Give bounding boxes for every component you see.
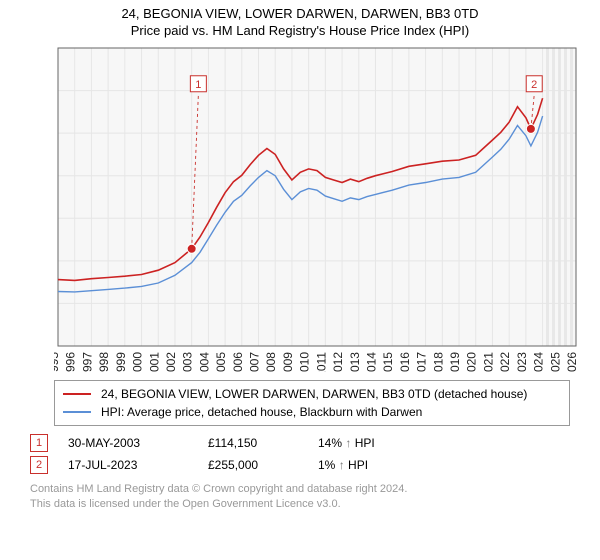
annotation-pct: 14% ↑ HPI — [318, 436, 375, 450]
x-tick-label: 2012 — [331, 352, 345, 372]
x-tick-label: 2013 — [348, 352, 362, 372]
x-tick-label: 2021 — [481, 352, 495, 372]
annotation-row: 1 30-MAY-2003£114,15014% ↑ HPI — [30, 432, 600, 454]
line-chart: 1995199619971998199920002001200220032004… — [54, 42, 580, 372]
legend-row: HPI: Average price, detached house, Blac… — [63, 403, 561, 421]
x-tick-label: 2014 — [364, 352, 378, 372]
x-tick-label: 1999 — [114, 352, 128, 372]
x-tick-label: 2006 — [231, 352, 245, 372]
page-subtitle: Price paid vs. HM Land Registry's House … — [0, 23, 600, 38]
x-tick-label: 1998 — [97, 352, 111, 372]
annotation-id-box: 1 — [30, 434, 48, 452]
chart-container: £0£50K£100K£150K£200K£250K£300K£350K 199… — [0, 42, 600, 372]
annotation-id-box: 2 — [30, 456, 48, 474]
footer-line-1: Contains HM Land Registry data © Crown c… — [30, 482, 600, 497]
annotation-date: 30-MAY-2003 — [68, 436, 208, 450]
arrow-up-icon: ↑ — [345, 436, 351, 450]
x-tick-label: 2010 — [298, 352, 312, 372]
x-tick-label: 2019 — [448, 352, 462, 372]
x-tick-label: 2002 — [164, 352, 178, 372]
annotation-row: 2 17-JUL-2023£255,0001% ↑ HPI — [30, 454, 600, 476]
x-tick-label: 2004 — [197, 352, 211, 372]
page-title: 24, BEGONIA VIEW, LOWER DARWEN, DARWEN, … — [0, 6, 600, 21]
x-tick-label: 2025 — [548, 352, 562, 372]
svg-text:2: 2 — [531, 79, 537, 91]
x-tick-label: 2022 — [498, 352, 512, 372]
x-tick-label: 1995 — [54, 352, 61, 372]
x-tick-label: 1997 — [80, 352, 94, 372]
legend-label: HPI: Average price, detached house, Blac… — [101, 405, 422, 419]
svg-text:1: 1 — [195, 79, 201, 91]
annotation-table: 1 30-MAY-2003£114,15014% ↑ HPI 2 17-JUL-202… — [0, 432, 600, 476]
marker-dot — [526, 124, 535, 133]
x-tick-label: 2015 — [381, 352, 395, 372]
x-tick-label: 2018 — [431, 352, 445, 372]
x-tick-label: 2017 — [415, 352, 429, 372]
x-tick-label: 2008 — [264, 352, 278, 372]
x-tick-label: 2005 — [214, 352, 228, 372]
annotation-price: £255,000 — [208, 458, 318, 472]
x-tick-label: 2023 — [515, 352, 529, 372]
x-tick-label: 2007 — [248, 352, 262, 372]
x-tick-label: 2000 — [131, 352, 145, 372]
legend: 24, BEGONIA VIEW, LOWER DARWEN, DARWEN, … — [54, 380, 570, 426]
x-tick-label: 2003 — [181, 352, 195, 372]
x-tick-label: 2026 — [565, 352, 579, 372]
annotation-pct: 1% ↑ HPI — [318, 458, 368, 472]
legend-swatch — [63, 411, 91, 413]
x-tick-label: 2024 — [532, 352, 546, 372]
x-tick-label: 1996 — [64, 352, 78, 372]
legend-row: 24, BEGONIA VIEW, LOWER DARWEN, DARWEN, … — [63, 385, 561, 403]
annotation-price: £114,150 — [208, 436, 318, 450]
footer-line-2: This data is licensed under the Open Gov… — [30, 497, 600, 512]
annotation-date: 17-JUL-2023 — [68, 458, 208, 472]
marker-dot — [187, 244, 196, 253]
x-tick-label: 2001 — [147, 352, 161, 372]
x-tick-label: 2009 — [281, 352, 295, 372]
legend-label: 24, BEGONIA VIEW, LOWER DARWEN, DARWEN, … — [101, 387, 527, 401]
arrow-up-icon: ↑ — [339, 458, 345, 472]
legend-swatch — [63, 393, 91, 395]
x-tick-label: 2020 — [465, 352, 479, 372]
x-tick-label: 2016 — [398, 352, 412, 372]
footer-attribution: Contains HM Land Registry data © Crown c… — [30, 482, 600, 512]
x-tick-label: 2011 — [314, 352, 328, 372]
